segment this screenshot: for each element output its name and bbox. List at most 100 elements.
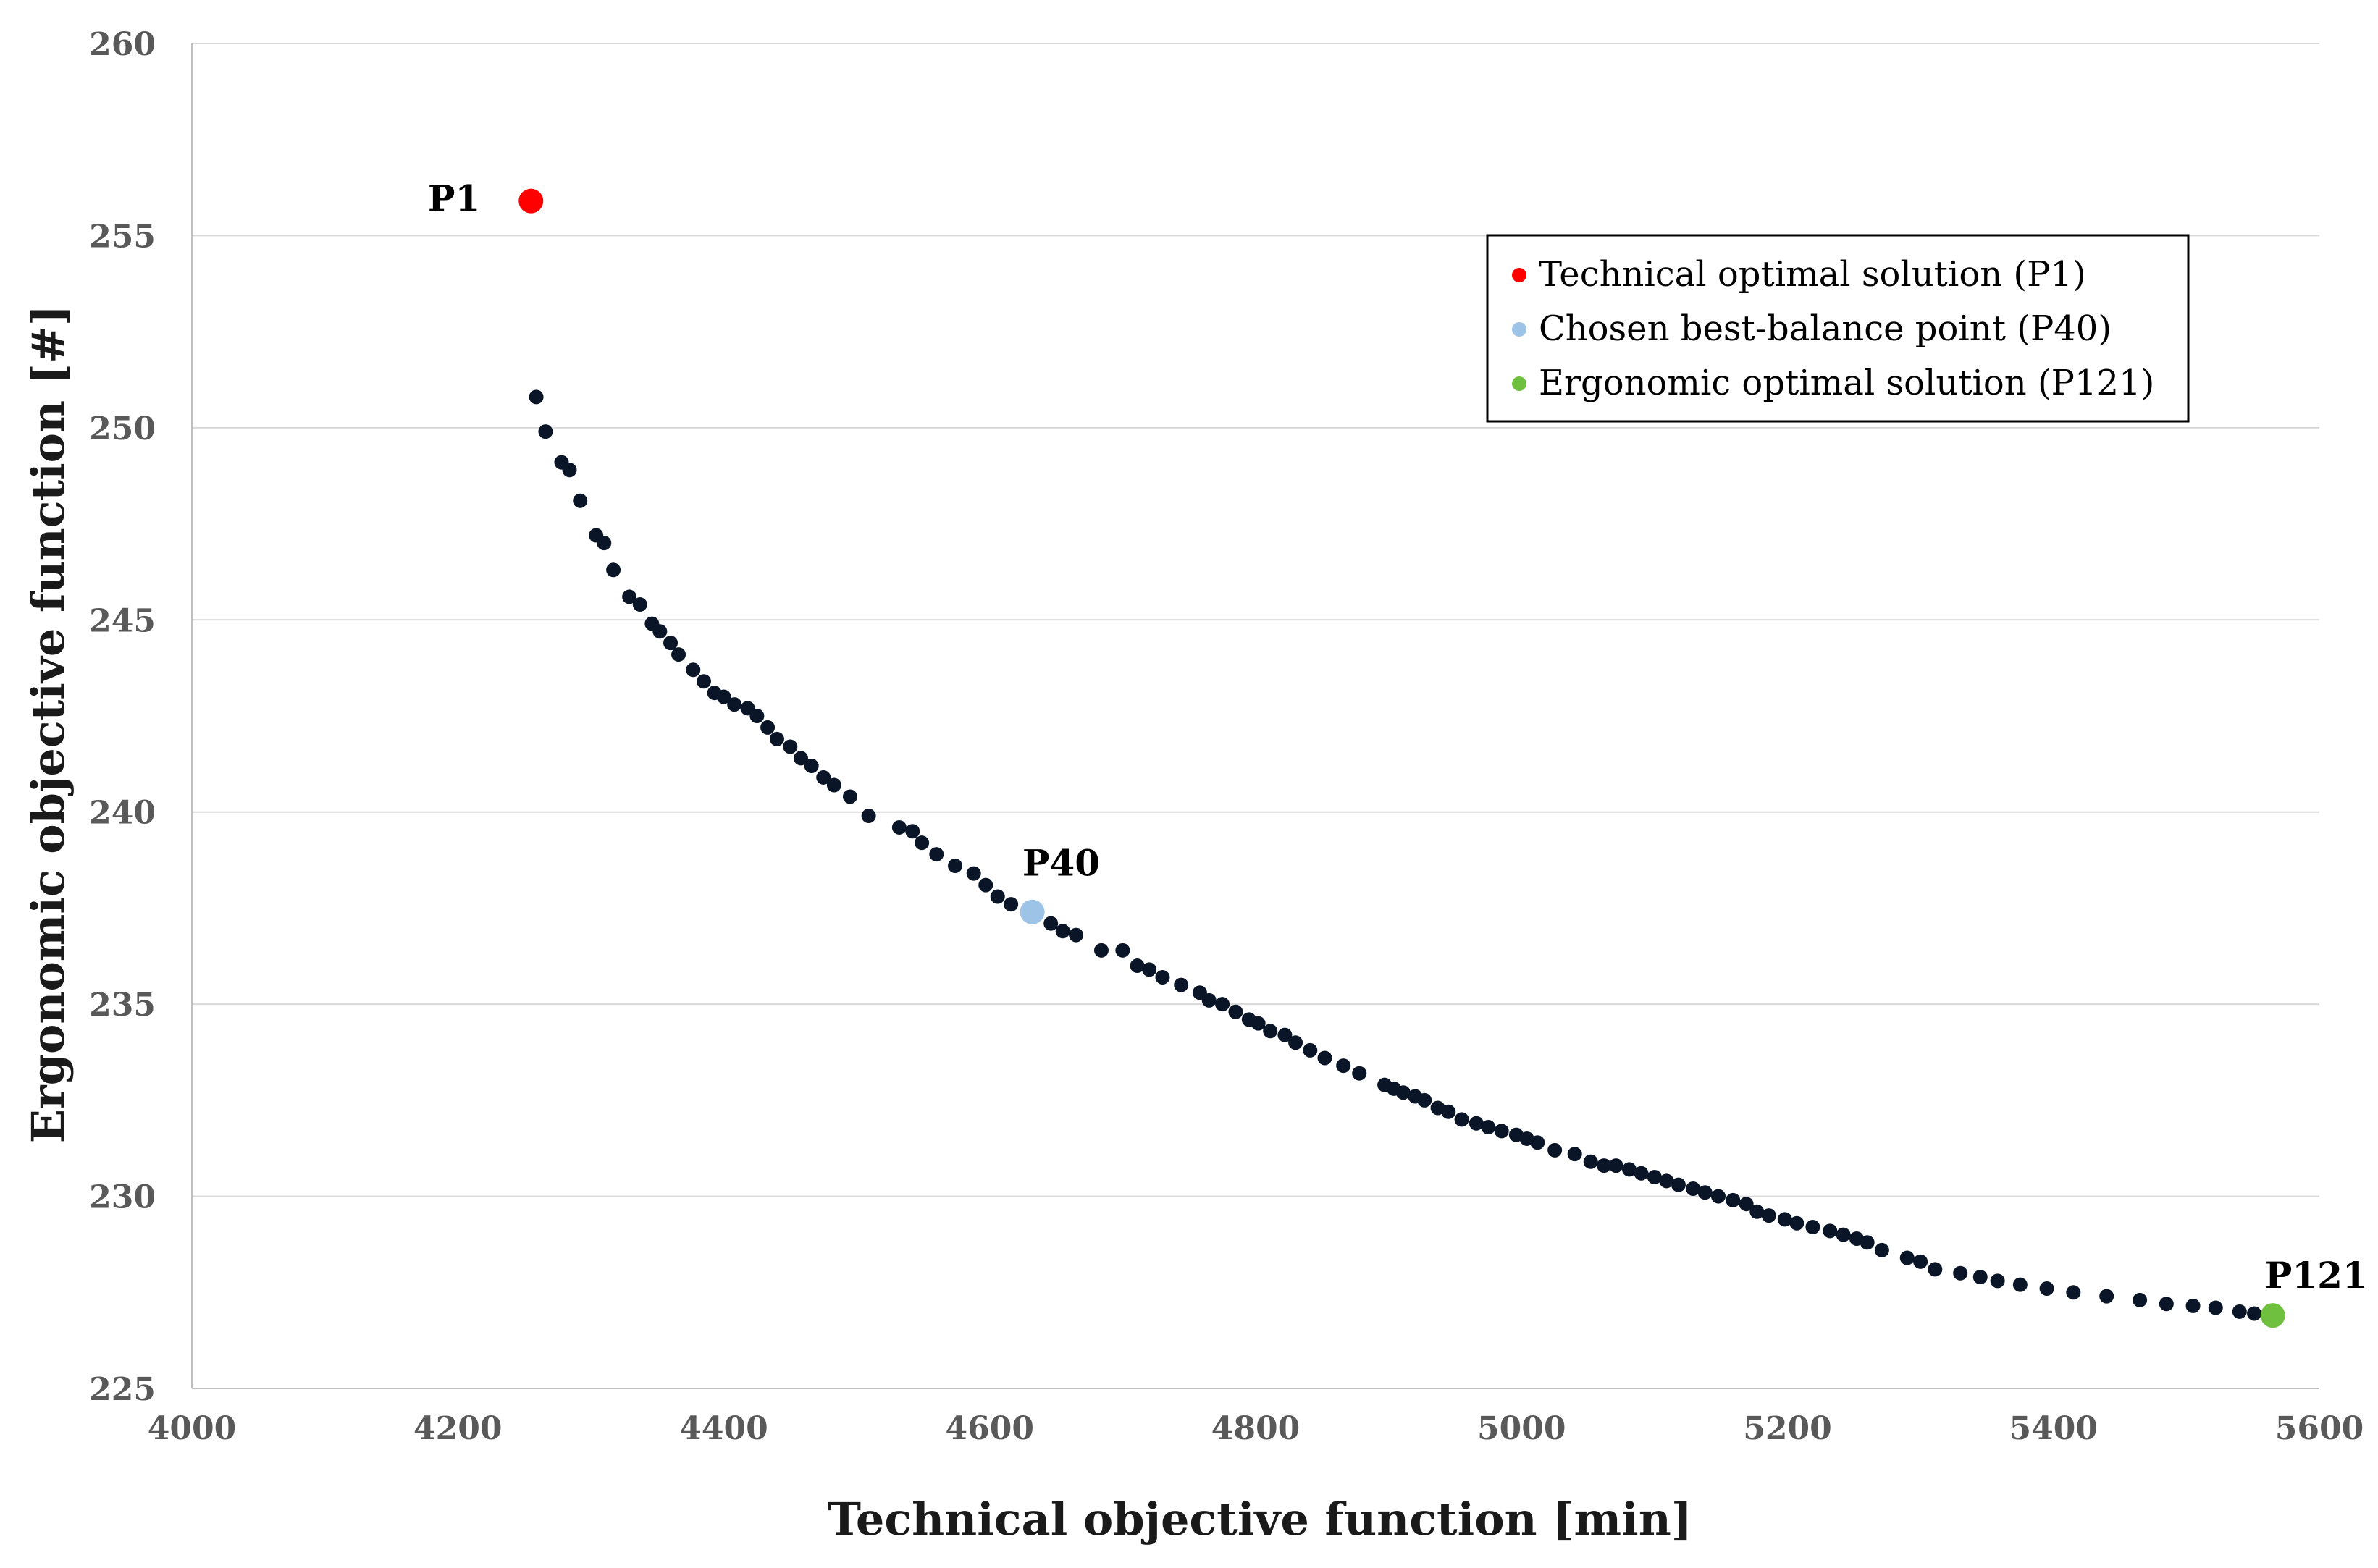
pareto-point (1263, 1024, 1278, 1039)
pareto-point (915, 835, 930, 851)
pareto-point (716, 689, 731, 704)
pareto-point (2133, 1292, 2148, 1307)
legend-label-p1: Technical optimal solution (P1) (1539, 254, 2086, 295)
pareto-point (1277, 1027, 1293, 1042)
pareto-point (1336, 1058, 1351, 1074)
x-tick-label: 5600 (2275, 1410, 2364, 1447)
pareto-point (794, 751, 809, 766)
pareto-point (1789, 1215, 1804, 1231)
y-tick-label: 235 (89, 987, 156, 1024)
pareto-point (2039, 1281, 2054, 1296)
y-tick-label: 260 (89, 26, 156, 63)
pareto-point (1621, 1162, 1637, 1177)
pareto-point (2099, 1289, 2114, 1304)
pareto-point (2066, 1285, 2081, 1300)
y-tick-label: 240 (89, 795, 156, 832)
pareto-point (1659, 1173, 1674, 1189)
pareto-point (1567, 1147, 1582, 1162)
legend: Technical optimal solution (P1) Chosen b… (1486, 234, 2190, 423)
pareto-point (749, 709, 765, 723)
highlight-points: P1 P40 P121 (428, 177, 2368, 1328)
pareto-point (1417, 1092, 1432, 1108)
pareto-point (1215, 997, 1230, 1012)
pareto-point (842, 789, 857, 804)
pareto-point (978, 877, 993, 893)
pareto-point (1583, 1154, 1598, 1169)
pareto-point (760, 720, 776, 735)
y-tick-label: 255 (89, 218, 156, 255)
pareto-point (1899, 1250, 1915, 1265)
pareto-point (1201, 992, 1217, 1008)
pareto-point (929, 847, 944, 862)
pareto-point (1913, 1254, 1928, 1269)
pareto-point (538, 424, 553, 439)
legend-marker-p121 (1512, 376, 1526, 391)
pareto-point (1547, 1142, 1563, 1158)
x-tick-label: 4600 (946, 1410, 1034, 1447)
pareto-point (1749, 1204, 1765, 1219)
pareto-point (1454, 1112, 1469, 1127)
pareto-point (2247, 1306, 2262, 1321)
pareto-point (1494, 1124, 1509, 1139)
pareto-point (804, 759, 819, 774)
pareto-point (622, 589, 637, 604)
pareto-point (632, 597, 647, 612)
pareto-point (1777, 1212, 1792, 1227)
pareto-point (891, 819, 907, 835)
legend-label-p40: Chosen best-balance point (P40) (1539, 308, 2112, 349)
point-p1 (518, 188, 544, 214)
pareto-point (1671, 1177, 1686, 1192)
x-tick-label: 5000 (1477, 1410, 1566, 1447)
pareto-point (529, 389, 544, 405)
pareto-point (1647, 1170, 1662, 1185)
pareto-point (2012, 1277, 2028, 1292)
pareto-point (1686, 1181, 1701, 1196)
pareto-point (686, 662, 701, 678)
x-tick-label: 4200 (413, 1410, 502, 1447)
y-tick-label: 250 (89, 410, 156, 447)
pareto-point (1928, 1262, 1943, 1277)
point-p40 (1020, 899, 1045, 924)
pareto-point (948, 859, 963, 874)
axes (191, 43, 2319, 1389)
point-label-p40: P40 (1022, 842, 1100, 885)
pareto-point (663, 636, 678, 651)
pareto-point (671, 647, 686, 662)
x-tick-label: 5400 (2009, 1410, 2098, 1447)
pareto-point (1303, 1042, 1318, 1058)
point-label-p1: P1 (428, 177, 480, 220)
x-axis-title: Technical objective function [min] (828, 1493, 1692, 1546)
pareto-point (1836, 1227, 1851, 1242)
pareto-point (769, 731, 784, 746)
pareto-point (652, 624, 668, 639)
y-axis-title: Ergonomic objective function [#] (22, 305, 75, 1144)
pareto-point (2159, 1297, 2174, 1312)
y-tick-label: 230 (89, 1179, 156, 1216)
pareto-point (990, 889, 1005, 904)
pareto-point (1069, 927, 1084, 943)
pareto-point (1004, 897, 1019, 912)
y-tick-label: 245 (89, 602, 156, 639)
pareto-point (562, 463, 577, 478)
pareto-point (1174, 977, 1189, 992)
x-tick-label: 4800 (1211, 1410, 1300, 1447)
pareto-point (1697, 1185, 1713, 1200)
x-tick-labels: 4000 4200 4400 4600 4800 5000 5200 5400 5600 (148, 1410, 2364, 1447)
legend-box (1486, 234, 2190, 423)
pareto-point (696, 674, 711, 689)
pareto-point (1953, 1265, 1968, 1281)
pareto-point (727, 697, 742, 712)
pareto-point (1761, 1208, 1776, 1223)
x-tick-label: 4000 (148, 1410, 236, 1447)
y-tick-labels: 225 230 235 240 245 250 255 260 (89, 26, 156, 1408)
pareto-point (1597, 1158, 1612, 1173)
x-tick-label: 5200 (1743, 1410, 1831, 1447)
legend-marker-p40 (1512, 322, 1526, 337)
pareto-point (1634, 1166, 1649, 1181)
pareto-point (1972, 1270, 1988, 1285)
pareto-point (1823, 1223, 1838, 1239)
point-p121 (2260, 1303, 2285, 1328)
pareto-point (1130, 958, 1145, 974)
pareto-point (606, 562, 621, 578)
pareto-point (1860, 1235, 1875, 1250)
